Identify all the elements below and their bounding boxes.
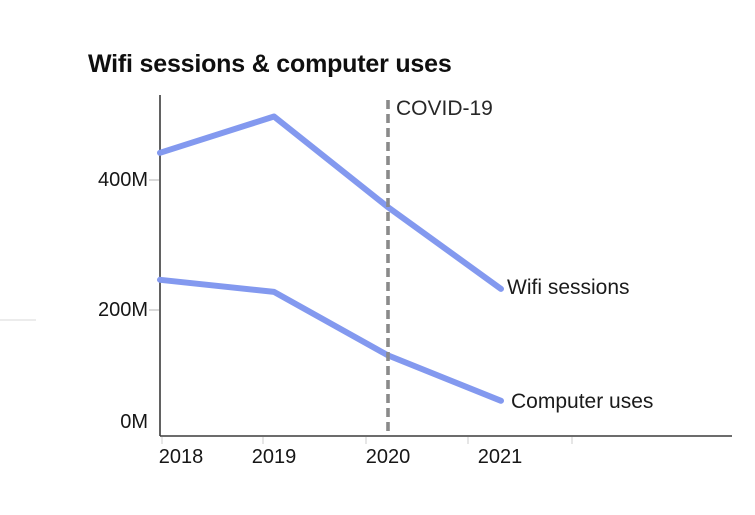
x-axis-tick-label: 2019 [251,446,297,468]
series-label-computer-uses: Computer uses [511,390,654,413]
chart-title: Wifi sessions & computer uses [88,50,452,78]
x-axis-tick-label: 2018 [158,446,204,468]
y-axis-tick-label: 0M [120,411,148,433]
series-label-wifi-sessions: Wifi sessions [507,276,630,299]
x-axis-tick-label: 2020 [365,446,411,468]
covid-annotation-label: COVID-19 [396,97,493,120]
x-axis-tick-label: 2021 [477,446,523,468]
series-line-wifi-sessions [157,113,504,292]
y-axis-tick-label: 400M [97,169,148,191]
series-line-computer-uses [157,276,504,404]
y-axis-tick-label: 200M [97,299,148,321]
edge-artifact-line [0,319,36,321]
